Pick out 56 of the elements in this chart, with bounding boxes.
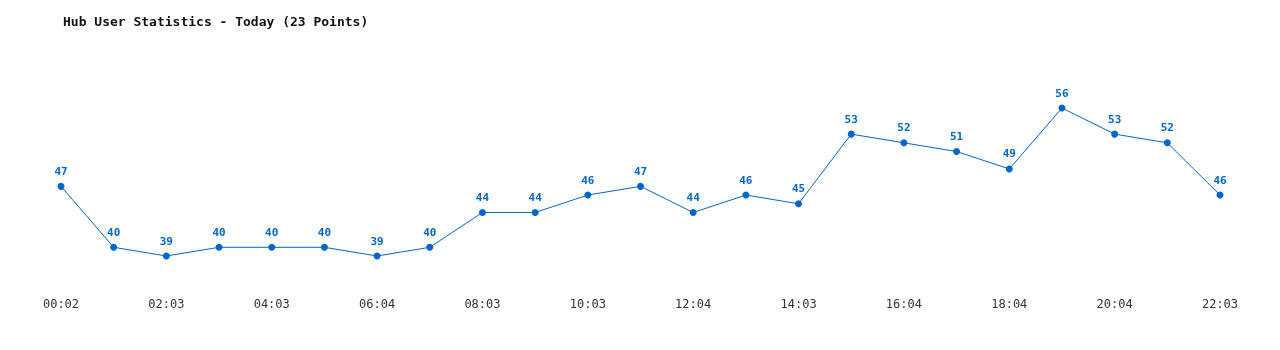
point bbox=[162, 252, 170, 260]
data-label: 47 bbox=[633, 164, 648, 178]
x-tick-label: 06:04 bbox=[359, 297, 396, 311]
data-label: 53 bbox=[1108, 112, 1122, 126]
data-label: 44 bbox=[528, 190, 543, 204]
data-label: 52 bbox=[897, 121, 911, 135]
data-label: 49 bbox=[1002, 147, 1016, 161]
data-label: 53 bbox=[844, 112, 858, 126]
data-label: 46 bbox=[739, 173, 753, 187]
point bbox=[584, 191, 592, 199]
x-tick-label: 12:04 bbox=[675, 297, 712, 311]
point bbox=[900, 139, 908, 147]
point bbox=[689, 208, 697, 216]
x-tick-label: 02:03 bbox=[148, 297, 185, 311]
x-tick-label: 18:04 bbox=[991, 297, 1028, 311]
point bbox=[1163, 139, 1171, 147]
x-tick-label: 04:03 bbox=[253, 297, 290, 311]
data-label: 40 bbox=[107, 225, 121, 239]
x-tick-label: 16:04 bbox=[885, 297, 922, 311]
data-label: 52 bbox=[1160, 121, 1174, 135]
point bbox=[426, 243, 434, 251]
x-tick-label: 20:04 bbox=[1096, 297, 1133, 311]
point bbox=[847, 130, 855, 138]
data-label: 44 bbox=[475, 190, 490, 204]
x-tick-label: 22:03 bbox=[1201, 297, 1239, 311]
point bbox=[1111, 130, 1119, 138]
point bbox=[953, 148, 961, 156]
point bbox=[531, 208, 539, 216]
data-label: 39 bbox=[159, 234, 173, 248]
point bbox=[320, 243, 328, 251]
point bbox=[795, 200, 803, 208]
chart-title: Hub User Statistics - Today (23 Points) bbox=[63, 14, 369, 29]
x-tick-label: 14:03 bbox=[780, 297, 817, 311]
data-label: 40 bbox=[317, 225, 332, 239]
point bbox=[1005, 165, 1013, 173]
data-label: 46 bbox=[581, 173, 595, 187]
data-label: 39 bbox=[370, 234, 384, 248]
data-label: 51 bbox=[949, 130, 964, 144]
point bbox=[478, 208, 486, 216]
point bbox=[215, 243, 223, 251]
x-tick-label: 08:03 bbox=[464, 297, 501, 311]
data-label: 46 bbox=[1213, 173, 1227, 187]
point bbox=[57, 182, 65, 190]
data-label: 45 bbox=[791, 182, 806, 196]
point bbox=[742, 191, 750, 199]
data-label: 40 bbox=[265, 225, 279, 239]
point bbox=[268, 243, 276, 251]
x-tick-label: 10:03 bbox=[569, 297, 606, 311]
data-label: 40 bbox=[423, 225, 437, 239]
point bbox=[110, 243, 118, 251]
point bbox=[637, 182, 644, 190]
data-label: 47 bbox=[54, 164, 68, 178]
x-tick-label: 00:02 bbox=[42, 297, 80, 311]
data-label: 40 bbox=[212, 225, 226, 239]
data-label: 56 bbox=[1055, 86, 1069, 100]
data-label: 44 bbox=[686, 190, 701, 204]
